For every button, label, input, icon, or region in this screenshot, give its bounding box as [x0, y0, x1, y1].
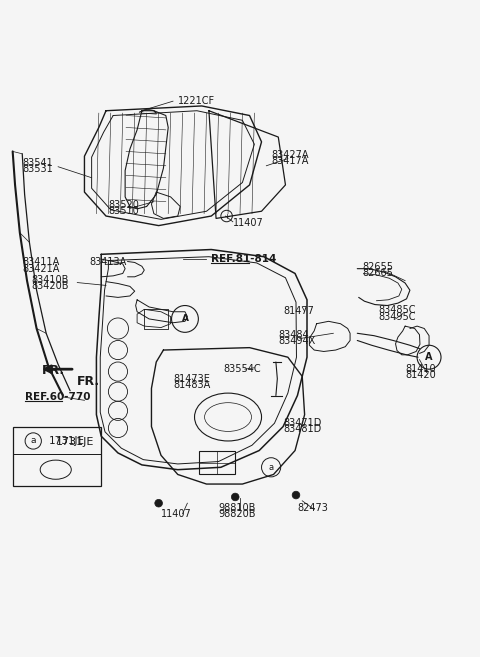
Text: 83471D: 83471D — [283, 418, 322, 428]
Text: a: a — [268, 463, 274, 472]
Text: FR.: FR. — [41, 364, 64, 377]
Text: 11407: 11407 — [233, 218, 264, 228]
Text: 83417A: 83417A — [271, 156, 309, 166]
Text: 82473: 82473 — [298, 503, 328, 513]
Text: 83420B: 83420B — [32, 281, 69, 291]
Text: REF.81-814: REF.81-814 — [211, 254, 276, 264]
Text: 83421A: 83421A — [22, 263, 60, 274]
Text: 81410: 81410 — [405, 364, 436, 374]
Text: 83531: 83531 — [22, 164, 53, 174]
Text: 83484: 83484 — [278, 330, 309, 340]
Text: REF.60-770: REF.60-770 — [24, 392, 90, 402]
Text: 83410B: 83410B — [32, 275, 69, 284]
Circle shape — [292, 491, 300, 499]
Text: 83481D: 83481D — [283, 424, 321, 434]
Bar — [12, 426, 101, 486]
Text: 1731JE: 1731JE — [48, 436, 84, 446]
Text: 81483A: 81483A — [173, 380, 210, 390]
Text: a: a — [31, 436, 36, 445]
Text: 83541: 83541 — [22, 158, 53, 168]
Text: 98810B: 98810B — [218, 503, 256, 513]
Text: FR.: FR. — [77, 375, 100, 388]
Text: A: A — [425, 352, 433, 362]
Circle shape — [155, 499, 162, 507]
Text: 82655: 82655 — [362, 262, 393, 272]
Text: 1221CF: 1221CF — [178, 96, 215, 106]
Text: 83510: 83510 — [108, 206, 139, 216]
Text: 81473E: 81473E — [173, 374, 210, 384]
Text: 83520: 83520 — [108, 200, 139, 210]
Text: 83427A: 83427A — [271, 150, 309, 160]
Text: 83413A: 83413A — [89, 258, 127, 267]
Bar — [199, 451, 235, 474]
Text: 83411A: 83411A — [22, 258, 60, 267]
Text: 81420: 81420 — [405, 371, 436, 380]
Text: 83494X: 83494X — [278, 336, 315, 346]
Text: 81477: 81477 — [283, 306, 314, 316]
Text: 83554C: 83554C — [223, 364, 261, 374]
Text: 1731JE: 1731JE — [56, 437, 94, 447]
Text: 98820B: 98820B — [218, 509, 256, 519]
Circle shape — [231, 493, 239, 501]
Text: 83495C: 83495C — [379, 311, 416, 321]
Text: 83485C: 83485C — [379, 306, 416, 315]
Text: 11407: 11407 — [161, 509, 192, 519]
Text: A: A — [181, 315, 189, 323]
Text: 82665: 82665 — [362, 269, 393, 279]
